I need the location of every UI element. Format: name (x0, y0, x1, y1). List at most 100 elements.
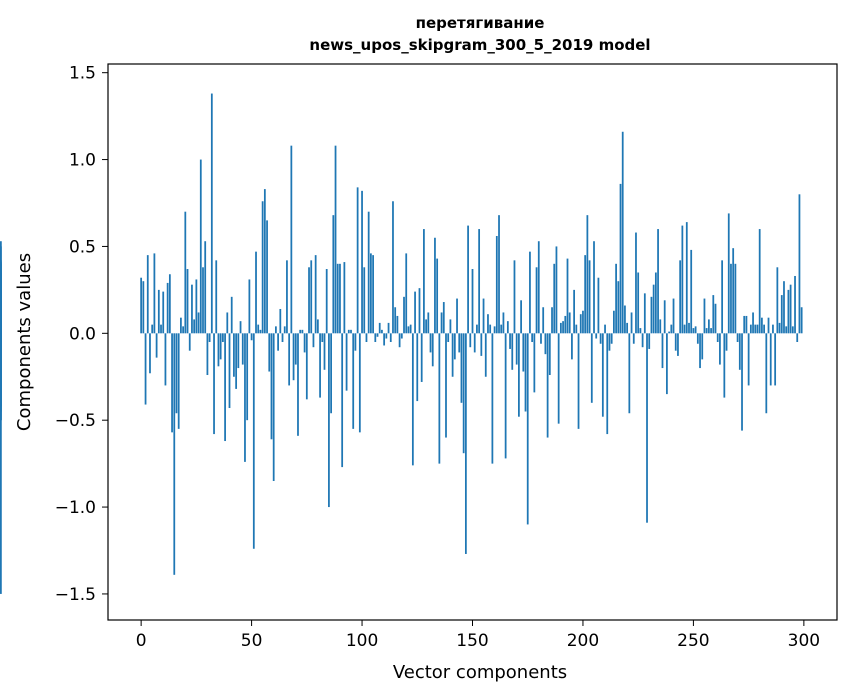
x-tick-label: 250 (677, 631, 709, 651)
bar (458, 333, 461, 353)
bar (257, 324, 260, 334)
bar (376, 333, 379, 337)
bar (294, 333, 297, 365)
bar (745, 315, 748, 334)
bar (670, 324, 673, 334)
bar (409, 324, 412, 334)
bar (688, 322, 690, 334)
bar (299, 329, 302, 334)
bar (593, 241, 595, 334)
bar (635, 232, 637, 334)
bar (171, 333, 173, 433)
bar (418, 288, 421, 334)
bar (544, 333, 547, 355)
bar (548, 333, 551, 376)
bar (381, 329, 383, 334)
y-tick-label: 0.5 (69, 237, 96, 257)
bar (407, 326, 410, 334)
bar (431, 333, 434, 367)
bar (330, 333, 332, 414)
bar (157, 289, 160, 334)
bar (255, 251, 257, 334)
bar (601, 333, 604, 417)
y-tick-label: 1.5 (69, 64, 96, 84)
bar (277, 333, 279, 351)
bar (392, 201, 394, 334)
bar (358, 333, 361, 433)
bar (597, 277, 600, 334)
bars-group (0, 93, 803, 594)
bar (624, 305, 626, 334)
bar (464, 333, 467, 554)
bar (279, 308, 282, 334)
bar (796, 333, 799, 342)
bar (582, 310, 584, 334)
bar (758, 229, 761, 334)
bar (471, 269, 474, 334)
bar (511, 333, 514, 370)
bar (186, 269, 189, 334)
bar (252, 333, 255, 549)
bar (522, 333, 525, 372)
bar (776, 267, 779, 334)
bar (230, 296, 233, 334)
bar (224, 333, 226, 442)
bar (710, 328, 712, 334)
bar (482, 298, 485, 334)
bar (637, 272, 640, 334)
bar (429, 333, 432, 353)
bar (617, 281, 620, 334)
bar (259, 329, 262, 334)
x-tick-label: 150 (456, 631, 488, 651)
bar (754, 324, 757, 334)
bar (646, 333, 648, 523)
bar (540, 333, 542, 344)
bar (562, 321, 564, 334)
chart-title: перетягивание (416, 14, 545, 32)
bar (367, 211, 370, 334)
bar (140, 277, 143, 334)
bar (533, 333, 536, 393)
bar (524, 333, 527, 412)
bar (436, 258, 439, 334)
bar (630, 312, 633, 334)
bar (551, 307, 553, 334)
bar (493, 326, 496, 334)
bar (535, 267, 538, 334)
bar (312, 333, 315, 348)
bar (414, 291, 416, 334)
bar (723, 333, 726, 398)
bar (506, 321, 509, 334)
bar (712, 295, 715, 334)
bar (749, 324, 752, 334)
bar (626, 322, 629, 334)
bar (484, 333, 487, 377)
bar (654, 272, 657, 334)
bar (502, 312, 505, 334)
bar (352, 333, 355, 429)
bar (778, 322, 781, 334)
bar (343, 262, 346, 334)
bar (694, 326, 697, 334)
bar (604, 324, 606, 334)
bar (456, 298, 458, 334)
bar (451, 333, 454, 377)
plot-frame (107, 63, 838, 621)
bar (217, 333, 220, 367)
bar (449, 319, 452, 334)
bar (734, 263, 737, 334)
bar (233, 333, 235, 377)
bar (736, 333, 739, 342)
bar (648, 333, 651, 349)
bar (559, 322, 562, 334)
bar (416, 333, 419, 402)
bar (396, 315, 399, 334)
bar (334, 145, 337, 334)
bar (650, 296, 653, 334)
bar (663, 300, 666, 334)
bar (270, 333, 273, 440)
bar (467, 225, 469, 334)
bar (286, 260, 288, 334)
bar (389, 333, 392, 342)
